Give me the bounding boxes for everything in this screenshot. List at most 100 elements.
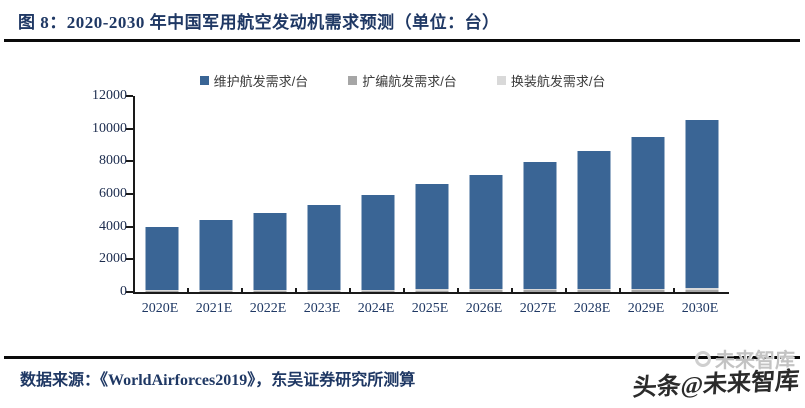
bar-segment-2024E-2 <box>361 289 395 291</box>
x-axis-label: 2030E <box>681 301 719 316</box>
y-tick-mark <box>126 258 133 261</box>
bar-segment-2026E-1 <box>469 290 503 292</box>
bar-segment-2023E-0 <box>307 204 341 290</box>
y-tick-label: 12000 <box>92 88 127 103</box>
bar-segment-2025E-2 <box>415 289 449 291</box>
bar-segment-2023E-1 <box>307 290 341 292</box>
bar-segment-2029E-1 <box>631 290 665 292</box>
bar-2021E <box>189 96 243 292</box>
bar-segment-2030E-0 <box>685 120 719 289</box>
x-tick-mark <box>241 288 243 292</box>
x-axis-label: 2027E <box>519 301 557 316</box>
legend-item-maintenance: 维护航发需求/台 <box>199 71 309 90</box>
legend-item-expansion: 扩编航发需求/台 <box>348 71 457 90</box>
x-axis-label: 2023E <box>303 301 341 316</box>
bar-segment-2020E-0 <box>145 226 179 291</box>
watermark-logo-icon <box>695 350 711 367</box>
bar-segment-2021E-2 <box>199 290 233 291</box>
y-tick-mark <box>126 95 133 97</box>
figure-title: 图 8：2020-2030 年中国军用航空发动机需求预测（单位：台） <box>18 13 500 32</box>
y-tick-mark <box>126 160 133 163</box>
y-tick-label: 8000 <box>99 153 127 169</box>
x-tick-mark <box>349 288 351 292</box>
legend-swatch-maintenance-icon <box>199 76 209 85</box>
y-tick-mark <box>126 193 133 195</box>
bar-segment-2020E-1 <box>145 291 179 292</box>
x-tick-mark <box>457 288 459 292</box>
bar-segment-2028E-2 <box>577 288 611 291</box>
bar-2029E <box>621 96 675 292</box>
bar-2027E <box>513 96 567 292</box>
bar-segment-2028E-0 <box>577 150 611 289</box>
bar-2022E <box>243 96 297 292</box>
watermark-dark-text: 头条@未来智库 <box>631 368 800 402</box>
bar-segment-2020E-2 <box>145 290 179 292</box>
bar-2026E <box>459 96 513 292</box>
x-axis-label: 2021E <box>195 301 233 316</box>
y-tick-label: 0 <box>120 284 127 299</box>
bar-2023E <box>297 96 351 292</box>
bar-segment-2021E-0 <box>199 220 233 291</box>
bar-segment-2027E-2 <box>523 289 557 291</box>
x-axis-label: 2020E <box>141 301 179 316</box>
chart-legend: 维护航发需求/台 扩编航发需求/台 换装航发需求/台 <box>0 71 805 90</box>
bar-segment-2022E-2 <box>253 290 287 291</box>
bar-segment-2025E-1 <box>415 290 449 292</box>
y-tick-mark <box>126 127 133 130</box>
bar-2028E <box>567 96 621 292</box>
bar-segment-2024E-1 <box>361 290 395 292</box>
bar-segment-2024E-0 <box>361 195 395 290</box>
y-tick-mark <box>126 225 133 228</box>
data-source-note: 数据来源：《WorldAirforces2019》，东吴证券研究所测算 <box>20 372 416 389</box>
legend-swatch-expansion-icon <box>348 76 358 85</box>
watermark: 未来智库 头条@未来智库 <box>589 342 800 404</box>
bar-segment-2029E-0 <box>631 136 665 289</box>
x-axis-label: 2025E <box>411 301 449 316</box>
bar-segment-2025E-0 <box>415 184 449 290</box>
bar-segment-2027E-0 <box>523 161 557 290</box>
x-axis-label: 2024E <box>357 301 395 316</box>
bar-segment-2026E-2 <box>469 289 503 291</box>
bar-2030E <box>675 96 729 292</box>
legend-label-maintenance: 维护航发需求/台 <box>213 74 309 89</box>
bar-segment-2027E-1 <box>523 290 557 292</box>
legend-swatch-replacement-icon <box>496 76 506 85</box>
y-tick-label: 2000 <box>99 251 127 267</box>
x-axis-label: 2028E <box>573 301 611 316</box>
x-tick-mark <box>673 288 675 292</box>
bar-segment-2022E-1 <box>253 290 287 292</box>
bar-segment-2030E-2 <box>685 288 719 290</box>
bar-segment-2021E-1 <box>199 290 233 292</box>
bar-segment-2022E-0 <box>253 213 287 291</box>
x-axis-label: 2022E <box>249 301 287 316</box>
legend-label-replacement: 换装航发需求/台 <box>510 74 606 89</box>
bar-2020E <box>135 96 189 292</box>
x-tick-mark <box>403 288 405 292</box>
bar-2024E <box>351 96 405 292</box>
bar-segment-2029E-2 <box>631 288 665 291</box>
bar-chart-plot-area <box>133 96 729 294</box>
legend-label-expansion: 扩编航发需求/台 <box>362 74 457 89</box>
x-axis-label: 2026E <box>465 301 503 316</box>
bar-segment-2028E-1 <box>577 290 611 292</box>
y-tick-label: 4000 <box>99 218 127 234</box>
bar-segment-2023E-2 <box>307 289 341 291</box>
bar-2025E <box>405 96 459 292</box>
x-tick-mark <box>511 288 513 292</box>
footer-divider <box>4 356 800 359</box>
legend-item-replacement: 换装航发需求/台 <box>496 71 606 90</box>
y-tick-label: 6000 <box>99 186 127 201</box>
bar-segment-2030E-1 <box>685 289 719 292</box>
bar-segment-2026E-0 <box>469 174 503 290</box>
y-tick-mark <box>126 291 133 293</box>
watermark-gray-layer: 未来智库 <box>695 344 795 373</box>
x-tick-mark <box>187 288 189 292</box>
x-tick-mark <box>295 288 297 292</box>
y-tick-label: 10000 <box>92 120 127 136</box>
watermark-gray-text: 未来智库 <box>715 350 795 372</box>
x-tick-mark <box>619 288 621 292</box>
title-divider <box>4 39 800 42</box>
x-tick-mark <box>565 288 567 292</box>
x-axis-label: 2029E <box>627 301 665 316</box>
